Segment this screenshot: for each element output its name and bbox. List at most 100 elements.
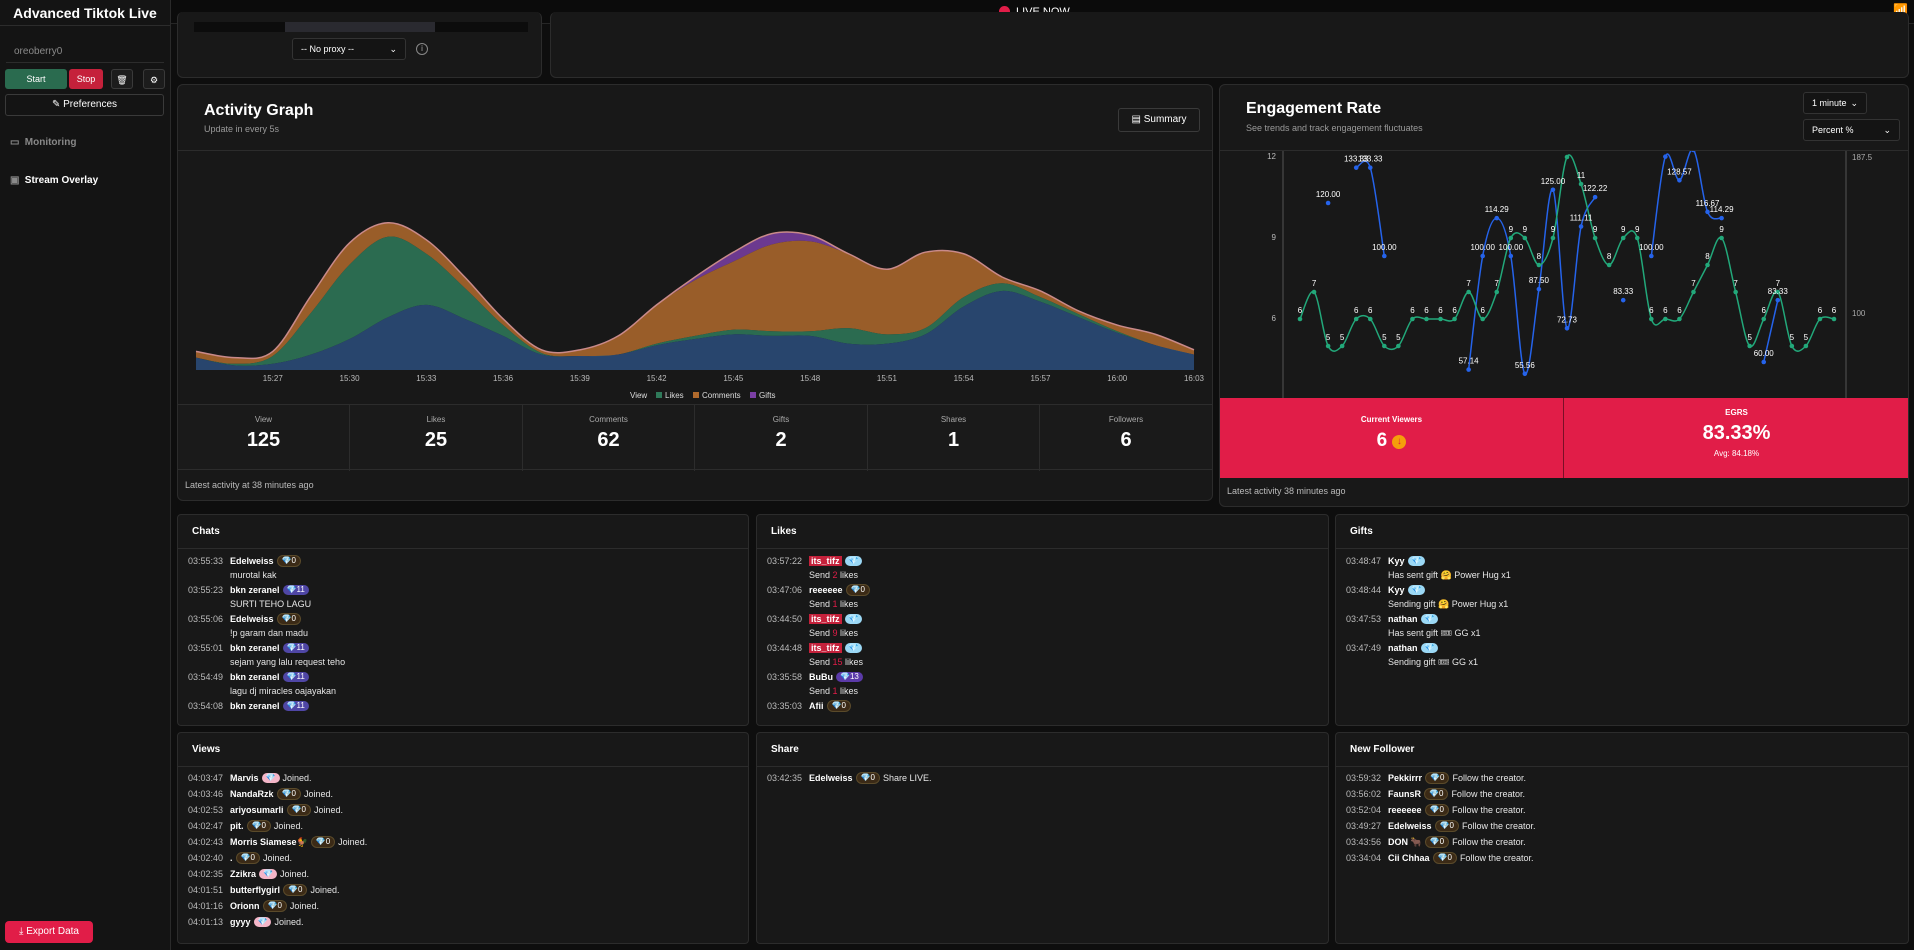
likes-suffix: likes <box>837 599 859 609</box>
item-user: nathan <box>1388 643 1418 653</box>
item-user: bkn zeranel <box>230 701 280 711</box>
item-user: Zzikra <box>230 869 257 879</box>
interval-value: 1 minute <box>1812 98 1847 108</box>
item-message: Joined. <box>262 853 292 863</box>
item-time: 03:44:50 <box>767 614 803 624</box>
area-likes <box>196 236 1194 366</box>
info-icon[interactable]: i <box>416 43 428 55</box>
item-user: gyyy <box>230 917 251 927</box>
start-button[interactable]: Start <box>5 69 67 89</box>
item-user: Orionn <box>230 901 260 911</box>
download-icon: ⤓ <box>18 926 27 937</box>
mode-select[interactable]: Percent % ⌄ <box>1803 119 1900 141</box>
username-input[interactable]: oreoberry0 <box>6 41 164 63</box>
divider <box>1220 150 1908 151</box>
chats-panel: Chats 03:55:33 Edelweiss 💎0 murotal kak 03:55… <box>177 514 749 726</box>
item-time: 03:56:02 <box>1346 789 1382 799</box>
user-badge: 💎0 <box>845 584 870 596</box>
proxy-select[interactable]: -- No proxy -- ⌄ <box>292 38 406 60</box>
item-user: Edelweiss <box>230 556 274 566</box>
egrs-point <box>1382 253 1387 259</box>
item-message: lagu dj miracles oajayakan <box>230 686 337 696</box>
user-badge: 💎0 <box>1432 852 1457 864</box>
item-user: Cii Chhaa <box>1388 853 1430 863</box>
preview-panel: -- No proxy -- ⌄ i <box>177 12 542 78</box>
x-tick-label: 15:39 <box>570 374 591 383</box>
viewers-point <box>1663 316 1668 322</box>
pencil-icon: ✎ <box>51 99 64 110</box>
item-message: Follow the creator. <box>1452 837 1526 847</box>
viewers-value-label: 6 <box>1649 306 1654 315</box>
item-user: BuBu <box>809 672 833 682</box>
stat-followers: Followers 6 <box>1040 405 1212 471</box>
views-item: 04:01:16 Orionn 💎0 Joined. <box>188 899 738 913</box>
item-user: Edelweiss <box>1388 821 1432 831</box>
viewers-point <box>1775 289 1781 295</box>
stat-value: 25 <box>424 429 448 451</box>
egrs-value-label: 100.00 <box>1499 243 1524 252</box>
views-item: 04:02:47 pit. 💎0 Joined. <box>188 819 738 833</box>
item-message: Sending gift 🎟 GG x1 <box>1388 657 1478 667</box>
item-message: SURTI TEHO LAGU <box>230 599 312 609</box>
viewers-value-label: 6 <box>1762 306 1767 315</box>
egrs-value-label: 100.00 <box>1639 243 1664 252</box>
stat-value: 2 <box>775 429 787 451</box>
egrs-label: EGRS <box>1725 408 1748 417</box>
item-time: 03:54:08 <box>188 701 224 711</box>
x-tick-label: 15:45 <box>723 374 744 383</box>
viewers-point <box>1592 235 1598 241</box>
gifts-panel: Gifts 03:48:47 Kyy 💎 Has sent gift 🤗 Power H… <box>1335 514 1909 726</box>
viewers-value-label: 7 <box>1776 279 1781 288</box>
viewers-value-label: 6 <box>1677 306 1682 315</box>
item-time: 04:01:13 <box>188 917 224 927</box>
egrs-value-label: 87.50 <box>1529 276 1550 285</box>
likes-suffix: likes <box>842 657 864 667</box>
y-tick-label: 9 <box>1272 233 1277 242</box>
item-time: 03:47:53 <box>1346 614 1382 624</box>
egrs-value-label: 133.33 <box>1344 155 1369 164</box>
viewers-point <box>1677 316 1682 322</box>
viewers-value-label: 6 <box>1452 306 1457 315</box>
viewers-point <box>1297 316 1303 322</box>
user-badge: 💎 <box>259 869 277 879</box>
item-time: 03:49:27 <box>1346 821 1382 831</box>
settings-button[interactable]: ⚙ <box>143 69 165 89</box>
current-viewers-box: Current Viewers 6 ↓ <box>1220 398 1564 478</box>
preferences-button[interactable]: ✎ Preferences <box>5 94 164 116</box>
summary-button[interactable]: ▤ Summary <box>1118 108 1200 132</box>
trash-icon: 🗑 <box>116 75 128 85</box>
item-message: Joined. <box>303 789 333 799</box>
item-user: Pekkirrr <box>1388 773 1423 783</box>
egrs-value-label: 83.33 <box>1613 287 1634 296</box>
egrs-value-label: 60.00 <box>1754 349 1775 358</box>
item-time: 03:47:06 <box>767 585 803 595</box>
egrs-value-label: 72.73 <box>1557 315 1578 324</box>
egrs-value-label: 133.33 <box>1358 155 1383 164</box>
followers-item: 03:59:32 Pekkirrr 💎0 Follow the creator. <box>1346 771 1898 785</box>
user-badge: 💎0 <box>1424 804 1449 816</box>
divider <box>178 150 1212 151</box>
interval-select[interactable]: 1 minute ⌄ <box>1803 92 1867 114</box>
stat-likes: Likes 25 <box>350 405 523 471</box>
egrs-line <box>1355 160 1386 257</box>
item-time: 04:03:47 <box>188 773 224 783</box>
viewers-point <box>1353 316 1359 322</box>
delete-button[interactable]: 🗑 <box>111 69 133 89</box>
likes-panel: Likes 03:57:22 its_tifz 💎 Send 2 likes 03:47:… <box>756 514 1329 726</box>
preferences-label: Preferences <box>63 99 118 110</box>
nav-monitoring[interactable]: ▭ Monitoring <box>10 137 76 148</box>
item-message: Send 2 likes <box>767 568 1318 582</box>
viewers-value-label: 7 <box>1495 279 1500 288</box>
chevron-down-icon: ⌄ <box>1883 125 1891 135</box>
export-data-button[interactable]: ⤓ Export Data <box>5 921 93 943</box>
user-badge: 💎 <box>1407 556 1426 566</box>
nav-stream-overlay[interactable]: ▣ Stream Overlay <box>10 175 98 186</box>
stop-button[interactable]: Stop <box>69 69 103 89</box>
viewers-value-label: 9 <box>1621 225 1626 234</box>
user-badge: 💎11 <box>282 672 309 682</box>
item-user: ariyosumarli <box>230 805 284 815</box>
egrs-value-label: 100.00 <box>1372 243 1397 252</box>
activity-card: Activity Graph Update in every 5s ▤ Summ… <box>177 84 1213 501</box>
share-item: 03:42:35 Edelweiss 💎0 Share LIVE. <box>767 771 1318 785</box>
viewers-point <box>1396 343 1401 349</box>
